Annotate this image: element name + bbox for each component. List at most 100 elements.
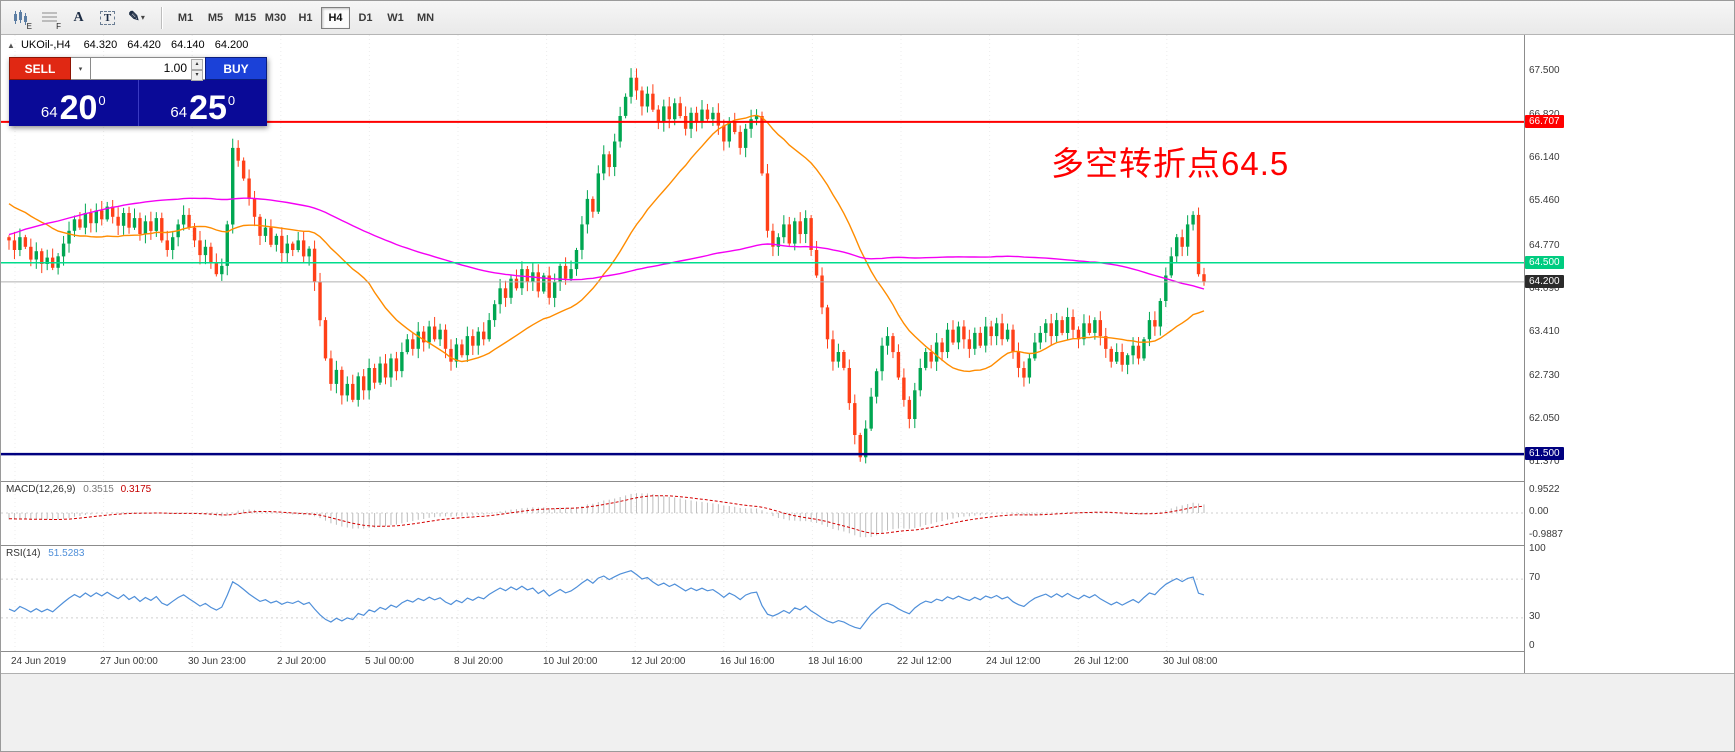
- text-box-icon: T: [99, 10, 116, 25]
- text-label-icon: A: [73, 9, 84, 25]
- time-axis-label: 27 Jun 00:00: [100, 656, 158, 667]
- time-axis-label: 2 Jul 20:00: [277, 656, 326, 667]
- timeframe-m1[interactable]: M1: [171, 7, 200, 29]
- rsi-panel[interactable]: [1, 545, 1524, 651]
- close-value: 64.200: [214, 39, 249, 51]
- one-click-trade-panel: SELL ▾ 1.00 ▴ ▾ BUY 64 20 0 6: [9, 57, 267, 126]
- rsi-name: RSI(14): [6, 548, 41, 559]
- buy-price[interactable]: 64 25 0: [139, 80, 268, 126]
- time-axis-label: 5 Jul 00:00: [365, 656, 414, 667]
- timeframe-w1[interactable]: W1: [381, 7, 410, 29]
- macd-name: MACD(12,26,9): [6, 484, 76, 495]
- time-axis-label: 24 Jun 2019: [11, 656, 67, 667]
- price-axis-tick: 67.500: [1529, 65, 1560, 76]
- timeframe-m5[interactable]: M5: [201, 7, 230, 29]
- rsi-axis-tick: 100: [1529, 543, 1546, 554]
- collapse-chart-icon[interactable]: ▲: [7, 41, 15, 50]
- time-axis-label: 26 Jul 12:00: [1074, 656, 1129, 667]
- macd-axis-tick: 0.9522: [1529, 484, 1560, 495]
- bottom-spacer: [1, 673, 1734, 751]
- price-axis-tick: 63.410: [1529, 326, 1560, 337]
- price-line-badge: 61.500: [1525, 447, 1564, 460]
- rsi-axis-tick: 30: [1529, 611, 1541, 622]
- sell-price-big: 20: [59, 89, 98, 128]
- text-label-tool[interactable]: A: [65, 5, 92, 31]
- price-axis-tick: 64.770: [1529, 240, 1560, 251]
- rsi-axis-tick: 0: [1529, 640, 1535, 651]
- top-toolbar: E F A T ✎ ▾ M1 M5 M15 M30 H1 H4 D1 W1 MN: [1, 1, 1734, 35]
- time-axis-label: 18 Jul 16:00: [808, 656, 863, 667]
- chart-title-bar: ▲ UKOil-,H4 64.320 64.420 64.140 64.200: [7, 39, 255, 51]
- timeframe-m30[interactable]: M30: [261, 7, 290, 29]
- time-axis-label: 8 Jul 20:00: [454, 656, 503, 667]
- price-axis-tick: 65.460: [1529, 195, 1560, 206]
- price-axis-tick: 61.370: [1529, 456, 1560, 467]
- drawing-tools-button[interactable]: ✎ ▾: [123, 5, 150, 31]
- price-axis-tick: 62.730: [1529, 370, 1560, 381]
- buy-price-big: 25: [189, 89, 227, 128]
- chevron-down-icon: ▾: [140, 13, 145, 22]
- volume-down-icon[interactable]: ▾: [191, 70, 203, 81]
- time-axis-label: 24 Jul 12:00: [986, 656, 1041, 667]
- time-axis-label: 30 Jun 23:00: [188, 656, 246, 667]
- time-axis[interactable]: 24 Jun 2019 27 Jun 00:00 30 Jun 23:00 2 Jul…: [1, 651, 1524, 673]
- tool-sub-label: E: [26, 21, 32, 31]
- macd-panel[interactable]: [1, 481, 1524, 545]
- timeframe-d1[interactable]: D1: [351, 7, 380, 29]
- draw-pencil-icon: ✎: [128, 10, 140, 25]
- timeframe-h4[interactable]: H4: [321, 6, 350, 29]
- macd-indicator-label: MACD(12,26,9) 0.3515 0.3175: [6, 484, 151, 495]
- rsi-indicator-label: RSI(14) 51.5283: [6, 548, 84, 559]
- chart-workspace: ▲ UKOil-,H4 64.320 64.420 64.140 64.200 …: [1, 35, 1734, 751]
- grid-glyph: [42, 12, 57, 22]
- sell-price[interactable]: 64 20 0: [9, 80, 139, 126]
- time-axis-label: 12 Jul 20:00: [631, 656, 686, 667]
- volume-value: 1.00: [163, 61, 187, 75]
- candlestick-glyph: [14, 10, 27, 25]
- chart-text-annotation[interactable]: 多空转折点64.5: [1051, 145, 1290, 182]
- rsi-canvas[interactable]: [1, 546, 1524, 651]
- text-box-tool[interactable]: T: [94, 5, 121, 31]
- price-axis-tick: 66.820: [1529, 109, 1560, 121]
- tool-sub-label: F: [56, 21, 61, 31]
- sell-price-sup: 0: [98, 93, 106, 108]
- volume-input[interactable]: 1.00 ▴ ▾: [91, 57, 205, 81]
- timeframe-m15[interactable]: M15: [231, 7, 260, 29]
- macd-signal-value: 0.3175: [120, 484, 152, 495]
- price-axis-tick: 66.140: [1529, 152, 1560, 163]
- volume-up-icon[interactable]: ▴: [191, 59, 203, 70]
- open-value: 64.320: [83, 39, 118, 51]
- macd-canvas[interactable]: [1, 482, 1524, 545]
- macd-axis-tick: -0.9887: [1529, 529, 1563, 540]
- price-line-badge: 64.500: [1525, 256, 1564, 269]
- timeframe-h1[interactable]: H1: [291, 7, 320, 29]
- low-value: 64.140: [171, 39, 205, 51]
- symbol-timeframe-label: UKOil-,H4: [20, 39, 71, 51]
- time-axis-label: 30 Jul 08:00: [1163, 656, 1218, 667]
- candlestick-chart-icon[interactable]: E: [7, 5, 34, 31]
- timeframe-mn[interactable]: MN: [411, 7, 440, 29]
- high-value: 64.420: [127, 39, 161, 51]
- sell-price-head: 64: [40, 104, 58, 121]
- rsi-value: 51.5283: [48, 548, 85, 559]
- macd-main-value: 0.3515: [83, 484, 114, 495]
- buy-price-head: 64: [170, 104, 188, 121]
- price-axis-tick: 62.050: [1529, 413, 1560, 424]
- time-axis-label: 22 Jul 12:00: [897, 656, 952, 667]
- price-axis-tick: 64.090: [1529, 283, 1560, 294]
- buy-button[interactable]: BUY: [205, 57, 267, 80]
- rsi-axis-tick: 70: [1529, 572, 1541, 583]
- toolbar-separator: [161, 6, 162, 29]
- sell-button[interactable]: SELL: [9, 57, 71, 80]
- price-line-badge: 66.707: [1525, 115, 1564, 128]
- time-axis-label: 16 Jul 16:00: [720, 656, 775, 667]
- main-chart-panel[interactable]: [1, 35, 1524, 481]
- price-axis[interactable]: 67.500 66.820 66.140 65.460 64.770 64.090 63.4…: [1524, 35, 1734, 673]
- main-chart-canvas[interactable]: [1, 35, 1524, 481]
- grid-icon[interactable]: F: [36, 5, 63, 31]
- macd-axis-tick: 0.00: [1529, 506, 1549, 517]
- time-axis-label: 10 Jul 20:00: [543, 656, 598, 667]
- volume-dropdown[interactable]: ▾: [71, 57, 91, 80]
- buy-price-sup: 0: [227, 93, 236, 108]
